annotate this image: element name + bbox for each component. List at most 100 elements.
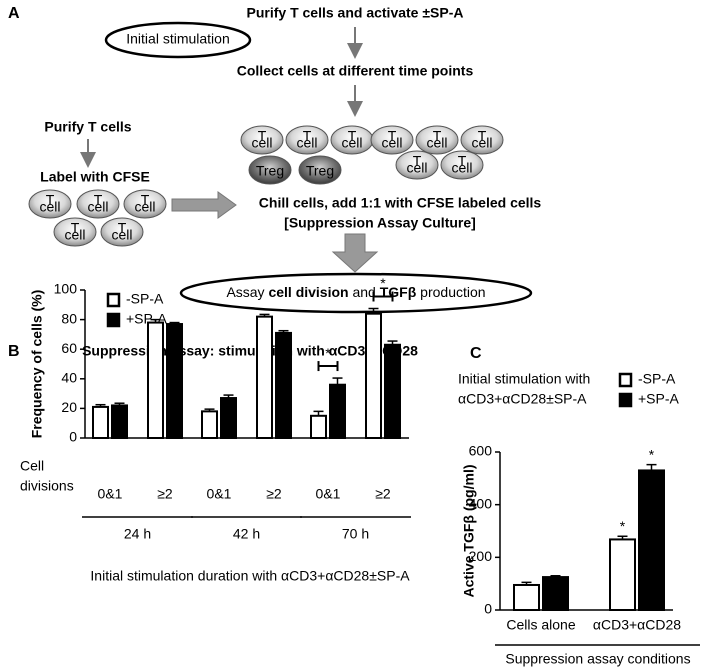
bar (220, 397, 237, 440)
legend-label: -SP-A (638, 371, 676, 387)
text-part: and (349, 284, 380, 300)
step-text: Chill cells, add 1:1 with CFSE labeled c… (259, 195, 542, 211)
t-cell (53, 217, 97, 247)
bar (256, 315, 273, 440)
y-tick-label: 60 (61, 340, 77, 356)
significance-star: * (649, 446, 655, 462)
bar (609, 538, 636, 612)
cell-label: T (141, 192, 150, 208)
t-cell (415, 125, 459, 155)
cell-label: T (46, 192, 55, 208)
cell-label: T (388, 128, 397, 144)
significance-star: * (380, 275, 386, 291)
legend-label: +SP-A (126, 311, 168, 327)
x-tick-label: Cells alone (506, 617, 575, 633)
x-tick-label: ≥2 (157, 486, 173, 502)
text-part: production (416, 284, 485, 300)
cell-label: T (478, 128, 487, 144)
bar (310, 414, 327, 439)
legend-label: -SP-A (126, 291, 164, 307)
y-axis-label: Frequency of cells (%) (29, 290, 45, 439)
cell-label: T (94, 192, 103, 208)
cell-label: cell (64, 227, 85, 243)
group-label: 24 h (124, 526, 151, 542)
step-text: Purify T cells (44, 119, 131, 135)
text-part: Assay (226, 284, 268, 300)
x-tick-label: 0&1 (207, 486, 232, 502)
big-arrow (171, 191, 237, 219)
legend-label: +SP-A (638, 391, 680, 407)
x-tick-label: αCD3+αCD28 (593, 617, 681, 633)
group-label: 42 h (233, 526, 260, 542)
bar (365, 312, 382, 439)
x-tick-label: 0&1 (316, 486, 341, 502)
cell-label: cell (471, 135, 492, 151)
bar (275, 331, 292, 440)
y-tick-label: 200 (469, 548, 493, 564)
cell-label: T (258, 128, 267, 144)
t-cell (460, 125, 504, 155)
cell-label: cell (381, 135, 402, 151)
bar (166, 323, 183, 440)
diagram: A Purify T cells and activate ±SP-A Init… (8, 5, 542, 314)
y-tick-label: 0 (484, 601, 492, 617)
cell-label: cell (451, 160, 472, 176)
t-cell (123, 189, 167, 219)
significance-star: * (620, 518, 626, 534)
cell-label: T (71, 220, 80, 236)
panel-letter: C (470, 345, 482, 362)
step-text: Collect cells at different time points (237, 63, 474, 79)
cell-label: cell (39, 199, 60, 215)
y-tick-label: 400 (469, 495, 493, 511)
step-text: Label with CFSE (40, 169, 150, 185)
cell-label: T (458, 153, 467, 169)
cell-label: T (348, 128, 357, 144)
cell-label: Treg (256, 163, 284, 179)
text-part: cell division (268, 284, 348, 300)
step-text: Purify T cells and activate ±SP-A (247, 5, 464, 21)
bar (147, 321, 164, 439)
t-cell (395, 150, 439, 180)
t-cell (440, 150, 484, 180)
x-axis-label: Suppression assay conditions (505, 651, 690, 667)
t-cell (240, 125, 284, 155)
cell-label: cell (251, 135, 272, 151)
panel-letter: A (8, 5, 20, 22)
row-label: divisions (20, 478, 74, 494)
bar (542, 576, 569, 611)
cell-label: cell (406, 160, 427, 176)
t-cell (285, 125, 329, 155)
bar (384, 343, 401, 440)
panel-letter: B (8, 343, 20, 360)
treg-cell (298, 155, 342, 185)
assay-label: Assay cell division and TGFβ production (226, 284, 485, 300)
big-arrow (331, 233, 379, 273)
bar (92, 405, 109, 440)
y-tick-label: 600 (469, 443, 493, 459)
legend-swatch (618, 372, 633, 388)
cell-label: T (303, 128, 312, 144)
y-tick-label: 20 (61, 399, 77, 415)
legend-title: αCD3+αCD28±SP-A (458, 391, 587, 407)
stimulation-label: Initial stimulation (126, 31, 230, 47)
t-cell (76, 189, 120, 219)
assay-ellipse (179, 272, 533, 314)
x-axis-label: Initial stimulation duration with αCD3+α… (90, 568, 410, 584)
legend-title: Initial stimulation with (458, 371, 590, 387)
legend-swatch (106, 292, 121, 308)
t-cell (28, 189, 72, 219)
step-text: [Suppression Assay Culture] (284, 215, 476, 231)
y-tick-label: 0 (69, 429, 77, 445)
t-cell (370, 125, 414, 155)
legend-swatch (618, 392, 633, 408)
treg-cell (248, 155, 292, 185)
cell-label: Treg (306, 163, 334, 179)
x-tick-label: ≥2 (375, 486, 391, 502)
y-tick-label: 100 (54, 281, 78, 297)
cell-label: cell (426, 135, 447, 151)
cell-label: cell (111, 227, 132, 243)
cell-label: T (413, 153, 422, 169)
legend-swatch (106, 312, 121, 328)
bar (201, 410, 218, 439)
cell-label: cell (134, 199, 155, 215)
